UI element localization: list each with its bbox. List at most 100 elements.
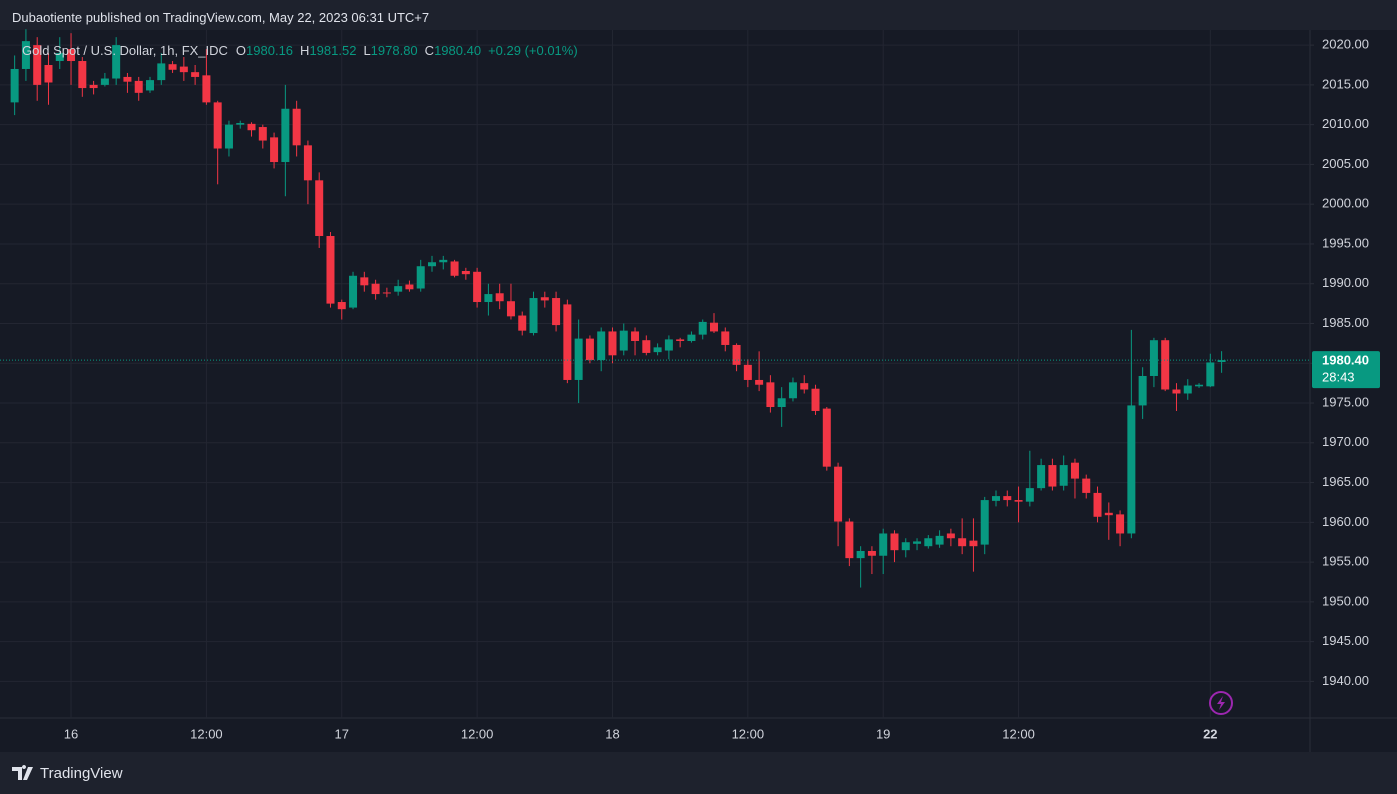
- candle-body: [980, 500, 989, 545]
- candle-body: [224, 124, 233, 149]
- candle-body: [743, 364, 752, 380]
- candle-body: [822, 408, 831, 467]
- candle-body: [247, 123, 256, 131]
- candle-body: [788, 382, 797, 399]
- candle-body: [44, 64, 53, 83]
- candle-body: [518, 315, 527, 331]
- candle-body: [1014, 500, 1023, 502]
- candle-body: [1070, 462, 1079, 479]
- candle-body: [653, 347, 662, 353]
- candle-body: [913, 541, 922, 544]
- candle-body: [89, 84, 98, 89]
- candle-body: [1172, 389, 1181, 394]
- candle-body: [100, 78, 109, 85]
- candle-body: [360, 277, 369, 286]
- candle-body: [1104, 512, 1113, 516]
- tradingview-logo: [12, 765, 33, 780]
- candle-body: [834, 466, 843, 522]
- candle-body: [563, 304, 572, 380]
- candle-body: [698, 321, 707, 335]
- candle-body: [1037, 465, 1046, 489]
- y-tick-label: 1975.00: [1322, 394, 1369, 409]
- candle-body: [631, 331, 640, 341]
- y-tick-label: 2015.00: [1322, 76, 1369, 91]
- candle-body: [856, 550, 865, 559]
- candles: [10, 29, 1226, 588]
- y-tick-label: 1990.00: [1322, 275, 1369, 290]
- price-tag-label: 1980.40: [1322, 353, 1369, 368]
- candle-body: [168, 64, 177, 70]
- candle-body: [1025, 488, 1034, 502]
- candle-body: [416, 266, 425, 289]
- x-tick-label: 19: [876, 726, 890, 741]
- candle-body: [766, 382, 775, 408]
- candle-body: [597, 331, 606, 361]
- lightning-icon[interactable]: [1209, 691, 1233, 715]
- candle-body: [157, 63, 166, 81]
- label: C: [424, 43, 435, 58]
- chart-background: [0, 30, 1397, 752]
- y-tick-label: 1945.00: [1322, 633, 1369, 648]
- x-tick-label: 12:00: [190, 726, 223, 741]
- symbol: Gold Spot / U.S. Dollar, 1h, FX_IDC: [22, 43, 228, 58]
- y-tick-label: 1950.00: [1322, 593, 1369, 608]
- x-tick-label: 12:00: [461, 726, 494, 741]
- label: H: [300, 43, 310, 58]
- y-tick-label: 1940.00: [1322, 673, 1369, 688]
- high-value: 1981.52: [309, 43, 357, 58]
- candle-body: [428, 262, 436, 267]
- candle-body: [935, 535, 944, 545]
- candle-body: [1161, 340, 1170, 390]
- publish-info: Dubaotiente published on TradingView.com…: [12, 10, 430, 25]
- candle-body: [1093, 492, 1102, 517]
- candle-body: [371, 283, 380, 295]
- candle-body: [800, 383, 809, 390]
- candle-body: [450, 261, 459, 276]
- low-value: 1978.80: [370, 43, 418, 58]
- change: +0.29 (+0.01%): [488, 43, 578, 58]
- candle-body: [1127, 405, 1136, 534]
- candle-body: [10, 68, 19, 103]
- candle-body: [236, 123, 245, 125]
- x-tick-label: 18: [605, 726, 619, 741]
- candle-body: [315, 180, 324, 237]
- candle-body: [540, 297, 549, 301]
- candle-body: [867, 550, 876, 556]
- candle-body: [946, 533, 955, 539]
- candle-body: [281, 108, 290, 163]
- x-tick-label: 22: [1203, 726, 1217, 741]
- candle-body: [55, 53, 64, 62]
- candle-body: [303, 145, 312, 181]
- candle-body: [146, 80, 154, 91]
- candle-body: [202, 75, 211, 103]
- candle-body: [337, 302, 346, 310]
- candle-body: [992, 496, 1000, 501]
- candle-body: [33, 45, 42, 85]
- candle-body: [574, 338, 583, 380]
- candle-body: [845, 521, 854, 559]
- x-tick-label: 12:00: [732, 726, 765, 741]
- label: L: [363, 43, 371, 58]
- candle-body: [21, 41, 30, 69]
- candle-body: [1059, 465, 1068, 486]
- candle-body: [1138, 375, 1147, 406]
- candle-body: [439, 259, 448, 263]
- candle-body: [382, 292, 391, 294]
- x-tick-label: 12:00: [1002, 726, 1035, 741]
- candle-body: [123, 76, 132, 82]
- candle-body: [1217, 360, 1226, 362]
- candle-body: [777, 398, 786, 408]
- candle-body: [710, 322, 718, 332]
- y-tick-label: 2020.00: [1322, 37, 1369, 52]
- candle-body: [552, 298, 561, 326]
- candle-body: [1195, 384, 1204, 387]
- candle-body: [1116, 514, 1125, 534]
- y-tick-label: 1965.00: [1322, 474, 1369, 489]
- candle-body: [1149, 340, 1158, 376]
- y-tick-label: 2000.00: [1322, 196, 1369, 211]
- candle-body: [495, 293, 504, 302]
- candle-body: [958, 538, 967, 547]
- candle-body: [676, 339, 685, 341]
- open-value: 1980.16: [246, 43, 294, 58]
